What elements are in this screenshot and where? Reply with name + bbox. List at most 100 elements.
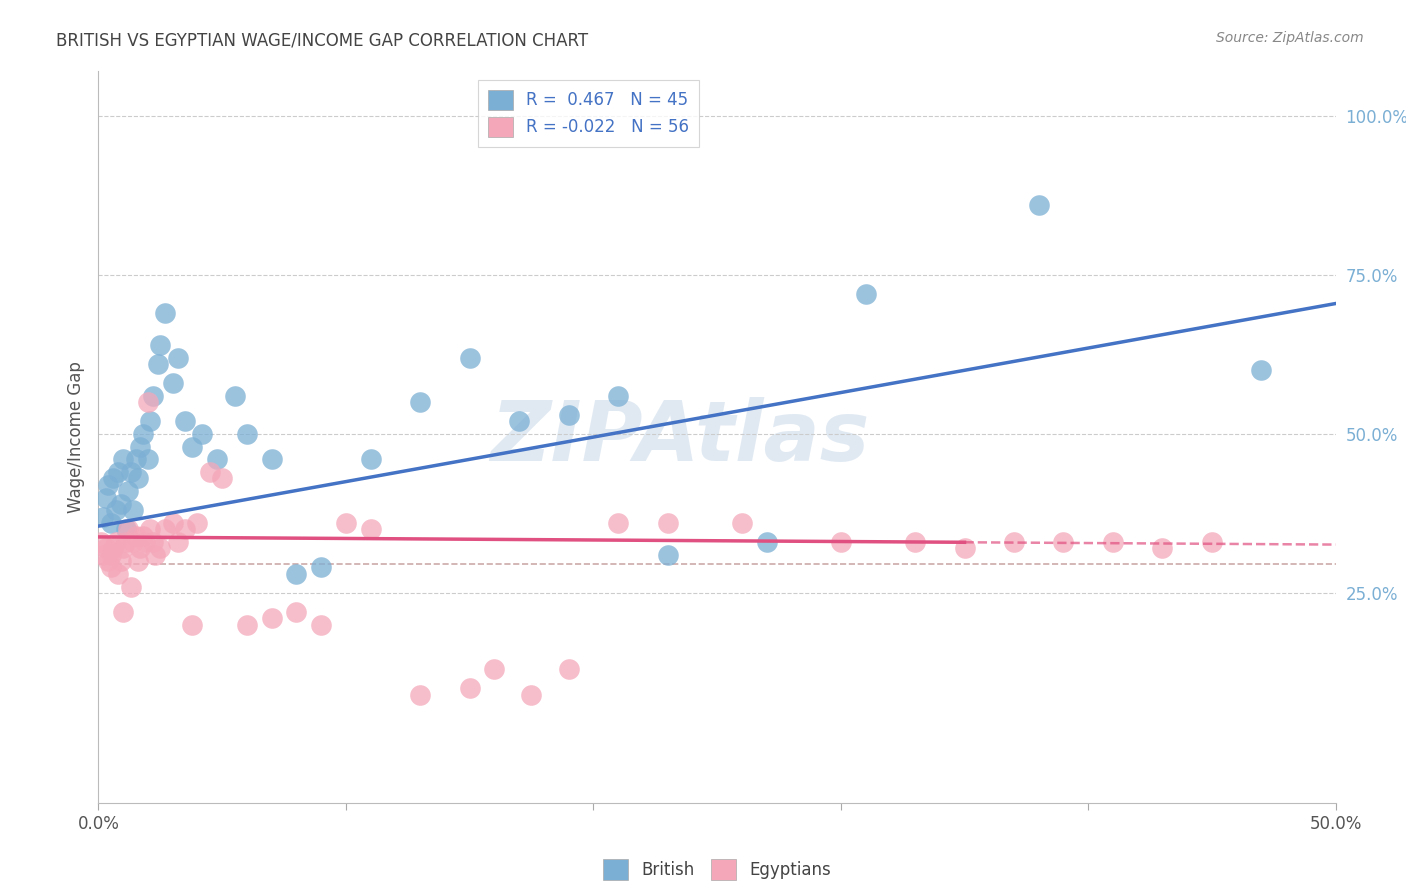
Point (186, 516, 208, 530)
Point (97, 554, 120, 568)
Point (409, 395, 432, 409)
Point (458, 351, 481, 365)
Point (100, 516, 122, 530)
Point (104, 503, 127, 517)
Point (508, 414, 530, 428)
Point (309, 617, 332, 632)
Point (122, 503, 145, 517)
Point (657, 548, 679, 562)
Point (557, 662, 579, 676)
Point (607, 516, 630, 530)
Point (139, 414, 162, 428)
Point (129, 440, 152, 454)
Point (224, 389, 246, 403)
Point (93, 548, 115, 562)
Point (103, 541, 125, 556)
Point (260, 452, 283, 467)
Point (557, 408, 579, 422)
Point (211, 471, 233, 485)
Point (97, 477, 120, 491)
Point (657, 516, 679, 530)
Point (484, 662, 506, 676)
Point (127, 471, 149, 485)
Point (142, 389, 165, 403)
Point (107, 465, 129, 479)
Point (94, 491, 117, 505)
Text: BRITISH VS EGYPTIAN WAGE/INCOME GAP CORRELATION CHART: BRITISH VS EGYPTIAN WAGE/INCOME GAP CORR… (56, 31, 588, 49)
Point (174, 522, 197, 536)
Point (198, 465, 221, 479)
Point (285, 566, 308, 581)
Point (146, 357, 169, 371)
Point (1052, 535, 1074, 549)
Point (181, 440, 204, 454)
Point (143, 548, 166, 562)
Y-axis label: Wage/Income Gap: Wage/Income Gap (66, 361, 84, 513)
Point (100, 548, 122, 562)
Point (114, 522, 136, 536)
Point (174, 414, 197, 428)
Text: Source: ZipAtlas.com: Source: ZipAtlas.com (1216, 31, 1364, 45)
Point (122, 535, 145, 549)
Point (136, 452, 159, 467)
Legend: British, Egyptians: British, Egyptians (593, 849, 841, 889)
Point (132, 529, 155, 543)
Point (117, 484, 139, 499)
Point (1002, 535, 1025, 549)
Point (904, 535, 927, 549)
Point (953, 541, 976, 556)
Point (755, 535, 778, 549)
Point (139, 522, 162, 536)
Point (132, 426, 155, 441)
Point (124, 452, 146, 467)
Point (1201, 535, 1223, 549)
Point (166, 351, 188, 365)
Point (162, 376, 184, 390)
Point (124, 529, 146, 543)
Point (149, 541, 172, 556)
Point (260, 611, 283, 625)
Point (162, 516, 184, 530)
Point (830, 535, 852, 549)
Point (236, 426, 259, 441)
Point (458, 681, 481, 696)
Point (285, 605, 308, 619)
Point (103, 471, 125, 485)
Point (100, 560, 122, 574)
Point (520, 688, 543, 702)
Point (409, 688, 432, 702)
Point (1028, 198, 1050, 212)
Point (855, 287, 877, 301)
Text: ZIPAtlas: ZIPAtlas (491, 397, 870, 477)
Point (134, 535, 156, 549)
Point (149, 338, 172, 352)
Point (114, 535, 136, 549)
Point (1250, 363, 1272, 377)
Point (309, 560, 332, 574)
Point (90, 535, 112, 549)
Point (1152, 541, 1174, 556)
Point (120, 580, 142, 594)
Point (110, 554, 132, 568)
Point (360, 452, 382, 467)
Point (335, 516, 357, 530)
Point (360, 522, 382, 536)
Point (129, 541, 152, 556)
Point (155, 306, 177, 320)
Point (142, 535, 165, 549)
Point (117, 522, 139, 536)
Point (107, 566, 129, 581)
Point (112, 452, 135, 467)
Point (205, 452, 228, 467)
Point (136, 395, 159, 409)
Point (120, 465, 142, 479)
Point (166, 535, 188, 549)
Point (104, 535, 127, 549)
Point (731, 516, 754, 530)
Point (236, 617, 259, 632)
Point (112, 605, 135, 619)
Point (191, 426, 214, 441)
Point (110, 497, 132, 511)
Point (607, 389, 630, 403)
Point (181, 617, 204, 632)
